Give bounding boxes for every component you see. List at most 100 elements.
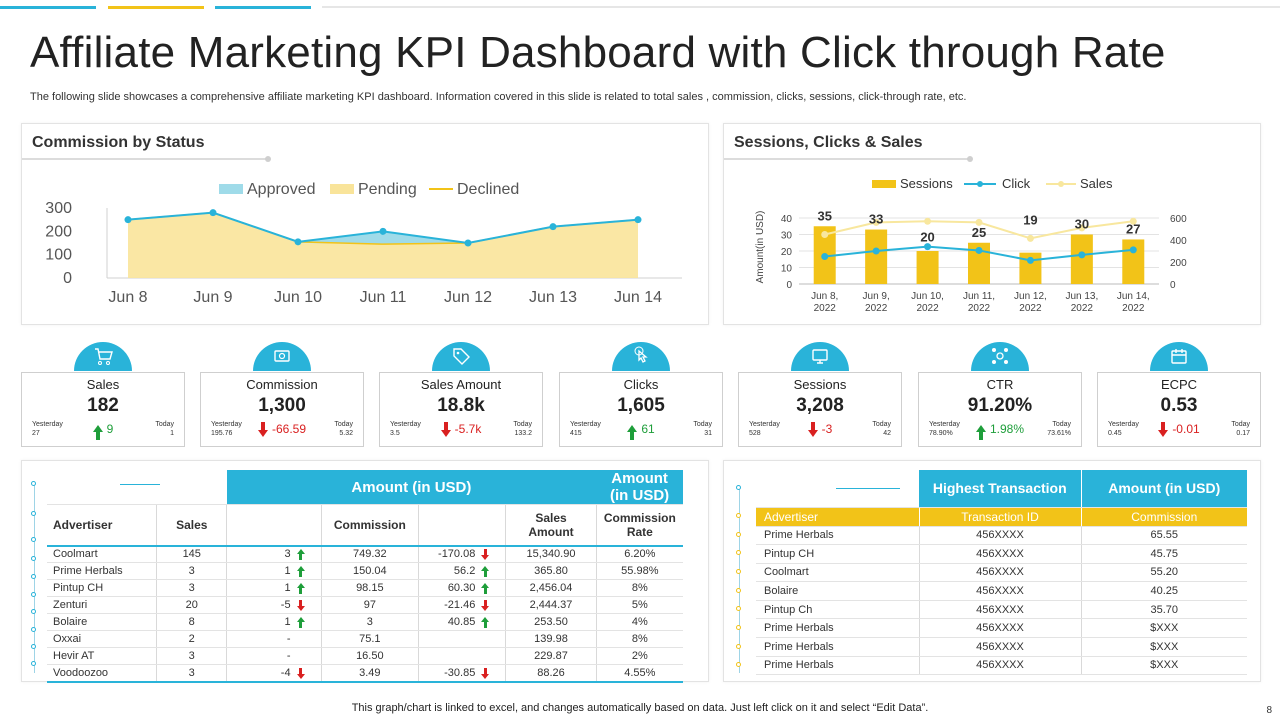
advertiser-cell: Prime Herbals — [756, 618, 919, 639]
legend-label-declined: Declined — [457, 181, 519, 198]
kpi-card-ctr[interactable]: CTR 91.20% Yesterday 78.90% Today 73.61% 1.98% — [918, 372, 1082, 447]
kpi-today-value: 5.32 — [339, 430, 353, 437]
kpi-delta-value: 9 — [106, 422, 114, 436]
x-tick-label: Jun 8, — [811, 291, 838, 302]
arrow-down-icon — [481, 600, 490, 611]
advertiser-cell: Hevir AT — [47, 647, 157, 665]
arrow-up-icon — [481, 566, 490, 577]
kpi-card-sales[interactable]: Sales 182 Yesterday 27 Today 1 9 — [21, 372, 185, 447]
transaction-id-cell: 456XXXX — [918, 544, 1081, 564]
sessions-combo-chart[interactable]: Sessions Click Sales0102030400200400600Amo… — [724, 158, 1260, 324]
kpi-today-label: Today — [1052, 421, 1071, 428]
table-row[interactable]: Hevir AT 3-16.50 229.87 2% — [47, 647, 683, 665]
sales-point — [1129, 217, 1137, 225]
timeline-dot — [736, 513, 741, 518]
kpi-yesterday-label: Yesterday — [749, 421, 780, 428]
commission-change-cell: -21.46 — [418, 596, 506, 614]
x-tick-label: 2022 — [1122, 303, 1145, 314]
table-row[interactable]: Prime Herbals 456XXXX $XXX — [756, 656, 1247, 676]
sales-cell: 3 — [156, 664, 227, 683]
commission-chart-title[interactable]: Commission by Status — [32, 134, 205, 151]
sessions-data-label: 19 — [1023, 213, 1037, 228]
arrow-down-icon — [257, 422, 268, 437]
legend-label-sales: Sales — [1080, 176, 1113, 191]
kpi-delta-value: 1.98% — [989, 422, 1025, 436]
click-point — [975, 246, 983, 254]
kpi-label: Sales Amount — [420, 377, 502, 392]
table-row[interactable]: Pintup Ch 456XXXX 35.70 — [756, 600, 1247, 620]
commission-area-chart[interactable]: Approved Pending Declined 0 100 200 300 Jun 8 Ju… — [22, 158, 708, 324]
table-row[interactable]: Prime Herbals 456XXXX 65.55 — [756, 526, 1247, 546]
arrow-down-icon — [1158, 422, 1169, 437]
sales-point — [821, 231, 829, 238]
timeline-dot — [31, 644, 36, 649]
sessions-bar — [865, 229, 888, 284]
sessions-chart-title[interactable]: Sessions, Clicks & Sales — [734, 134, 923, 151]
sessions-bar — [1122, 239, 1145, 284]
sales-point — [975, 218, 983, 226]
transaction-id-cell: 456XXXX — [918, 526, 1081, 546]
click-point — [1026, 256, 1034, 264]
col-advertiser: Advertiser — [756, 507, 919, 527]
kpi-card-clicks[interactable]: Clicks 1,605 Yesterday 415 Today 31 61 — [559, 372, 723, 447]
table-row[interactable]: Pintup CH 456XXXX 45.75 — [756, 544, 1247, 564]
kpi-today-value: 42 — [883, 430, 891, 437]
arrow-up-icon — [296, 583, 305, 594]
approved-point — [464, 239, 472, 247]
commission-cell: 55.20 — [1080, 563, 1247, 583]
table-row[interactable]: Zenturi 20 -5 97 -21.46 2,444.37 5% — [47, 596, 683, 614]
table-row[interactable]: Prime Herbals 3 1 150.04 56.2 365.80 55.98% — [47, 562, 683, 580]
arrow-up-icon — [296, 566, 305, 577]
commission-change-cell — [418, 630, 506, 648]
sales-amount-cell: 15,340.90 — [505, 545, 597, 563]
table-row[interactable]: Bolaire 456XXXX 40.25 — [756, 581, 1247, 601]
sales-cell: 3 — [156, 647, 227, 665]
commission-cell: 3.49 — [320, 664, 419, 683]
kpi-card-sales-amount[interactable]: Sales Amount 18.8k Yesterday 3.5 Today 133.2 -… — [379, 372, 543, 447]
sessions-bar — [968, 242, 990, 284]
kpi-card-commission[interactable]: Commission 1,300 Yesterday 195.76 Today 5.32 -… — [200, 372, 364, 447]
table-row[interactable]: Prime Herbals 456XXXX $XXX — [756, 618, 1247, 639]
table-row[interactable]: Coolmart 456XXXX 55.20 — [756, 563, 1247, 583]
sales-cell: 2 — [156, 630, 227, 648]
kpi-today-label: Today — [155, 421, 174, 428]
table-row[interactable]: Pintup CH 3 1 98.15 60.30 2,456.04 8% — [47, 579, 683, 597]
x-tick-label: Jun 11, — [963, 291, 995, 302]
table-row[interactable]: Coolmart 145 3 749.32 -170.08 15,340.90 6.20% — [47, 545, 683, 563]
x-tick-label: Jun 8 — [108, 289, 147, 306]
kpi-card-sessions[interactable]: Sessions 3,208 Yesterday 528 Today 42 -3 — [738, 372, 902, 447]
arrow-up-icon — [627, 425, 638, 440]
y-left-tick-label: 30 — [781, 231, 793, 242]
kpi-label: CTR — [986, 377, 1014, 392]
col-advertiser: Advertiser — [47, 504, 157, 547]
commission-cell: $XXX — [1080, 656, 1247, 676]
transaction-id-cell: 456XXXX — [918, 563, 1081, 583]
table-row[interactable]: Prime Herbals 456XXXX $XXX — [756, 637, 1247, 657]
approved-point — [124, 216, 132, 224]
kpi-yesterday-label: Yesterday — [570, 421, 601, 428]
sales-point — [872, 218, 880, 226]
col-commission: Commission — [1080, 507, 1247, 527]
approved-point — [549, 223, 557, 231]
commission-cell: 75.1 — [320, 630, 419, 648]
amount-header: Amount (in USD) — [1080, 470, 1247, 508]
page-title: Affiliate Marketing KPI Dashboard with C… — [30, 28, 1166, 77]
table-row[interactable]: Voodoozoo 3 -4 3.49 -30.85 88.26 4.55% — [47, 664, 683, 683]
kpi-card-ecpc[interactable]: ECPC 0.53 Yesterday 0.45 Today 0.17 -0.01 — [1097, 372, 1261, 447]
kpi-yesterday-value: 27 — [32, 430, 40, 437]
arrow-up-icon — [481, 617, 490, 628]
click-point — [821, 253, 829, 260]
timeline-dot — [31, 661, 36, 666]
sessions-data-label: 27 — [1126, 221, 1140, 236]
sales-change-cell: 1 — [226, 579, 322, 597]
kpi-value: 1,605 — [617, 395, 665, 416]
amount-header-2: Amount (in USD) — [596, 470, 683, 505]
click-icon — [612, 342, 670, 371]
kpi-yesterday-label: Yesterday — [32, 421, 63, 428]
timeline-dot — [31, 627, 36, 632]
table-row[interactable]: Bolaire 8 1 3 40.85 253.50 4% — [47, 613, 683, 631]
kpi-delta-value: -3 — [821, 422, 833, 436]
table-row[interactable]: Oxxai 2-75.1 139.98 8% — [47, 630, 683, 648]
arrow-down-icon — [440, 422, 451, 437]
y-right-tick-label: 600 — [1170, 214, 1187, 225]
